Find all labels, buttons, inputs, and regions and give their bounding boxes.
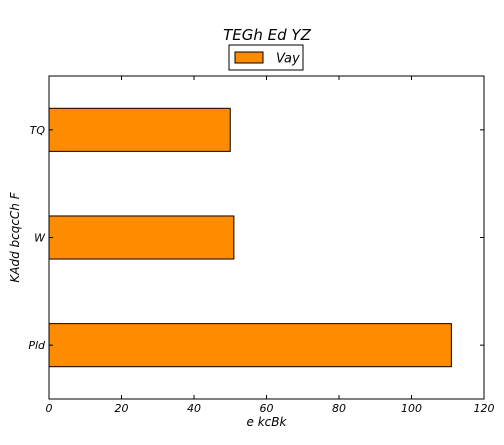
bar-tq: [48, 107, 231, 152]
y-tick-label: W: [34, 232, 46, 245]
x-axis-label: e kcBk: [247, 415, 288, 429]
bar-pld: [48, 323, 452, 368]
plot-frame: [48, 75, 485, 400]
bar-w: [48, 215, 235, 260]
legend-swatch-vay: [234, 51, 264, 64]
y-axis: Pld W TQ: [28, 124, 484, 352]
x-axis: 0 20 40 60 80 100 120: [46, 76, 495, 415]
x-tick-label: 20: [115, 402, 129, 415]
bars-group: [48, 107, 452, 368]
y-tick-label: TQ: [30, 124, 46, 137]
chart-title: TEGh Ed YZ: [223, 26, 311, 44]
legend: Vay: [228, 44, 304, 71]
x-tick-label: 60: [260, 402, 274, 415]
x-tick-label: 0: [46, 402, 53, 415]
x-tick-label: 40: [187, 402, 201, 415]
x-tick-label: 100: [401, 402, 422, 415]
x-tick-label: 120: [474, 402, 495, 415]
y-tick-label: Pld: [28, 339, 46, 352]
x-tick-label: 80: [332, 402, 346, 415]
legend-label-vay: Vay: [276, 52, 300, 67]
y-axis-label: KAdd bcqcCh F: [8, 191, 22, 282]
